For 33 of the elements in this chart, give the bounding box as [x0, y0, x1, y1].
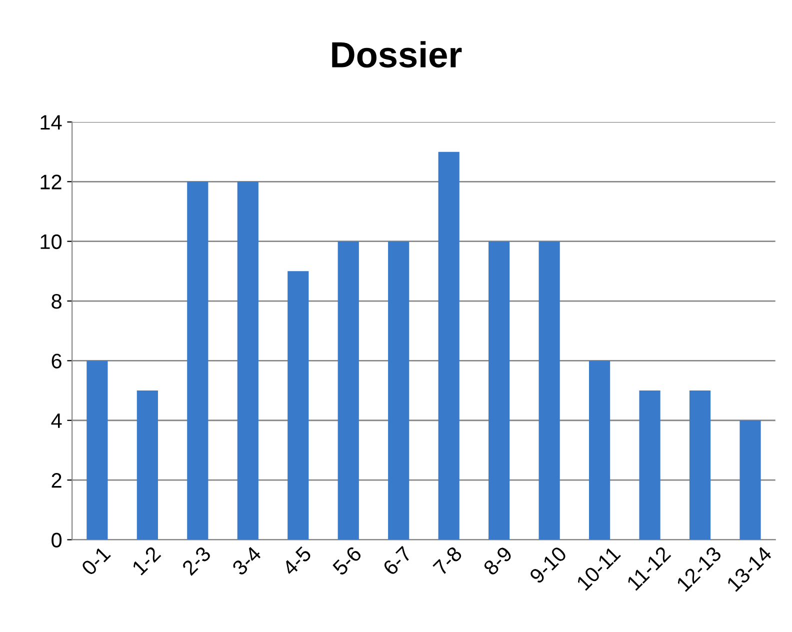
bar [588, 360, 610, 540]
x-tick-label: 4-5 [282, 546, 312, 576]
x-tick-label: 9-10 [528, 546, 568, 584]
x-tick-label: 6-7 [382, 546, 412, 576]
bar [237, 182, 258, 540]
bar [338, 241, 359, 540]
x-tick-label: 7-8 [432, 546, 463, 576]
x-tick-label: 0-1 [80, 546, 112, 576]
x-tick-label: 8-9 [482, 546, 513, 576]
y-tick-label: 14 [40, 115, 62, 130]
y-tick-label: 8 [52, 294, 62, 309]
bar [689, 390, 711, 540]
bar [740, 420, 761, 540]
x-tick-label: 2-3 [181, 546, 212, 576]
bar [488, 241, 510, 540]
bar [288, 271, 309, 540]
x-tick-label: 3-4 [231, 545, 262, 576]
bar [136, 390, 158, 540]
chart-title: Dossier [332, 41, 462, 68]
bar [639, 390, 660, 540]
y-tick-label: 2 [52, 473, 62, 488]
y-tick-label: 12 [40, 174, 62, 190]
bar [438, 152, 460, 540]
y-tick-label: 4 [51, 414, 62, 428]
x-tick-label: 5-6 [332, 546, 362, 576]
bar [388, 241, 410, 540]
y-tick-label: 6 [52, 354, 62, 368]
bar [187, 182, 208, 540]
y-tick-label: 10 [40, 234, 62, 250]
bar [86, 360, 108, 540]
x-tick-label: 1-2 [131, 546, 162, 576]
bar [538, 241, 560, 540]
y-tick-label: 0 [52, 532, 62, 548]
